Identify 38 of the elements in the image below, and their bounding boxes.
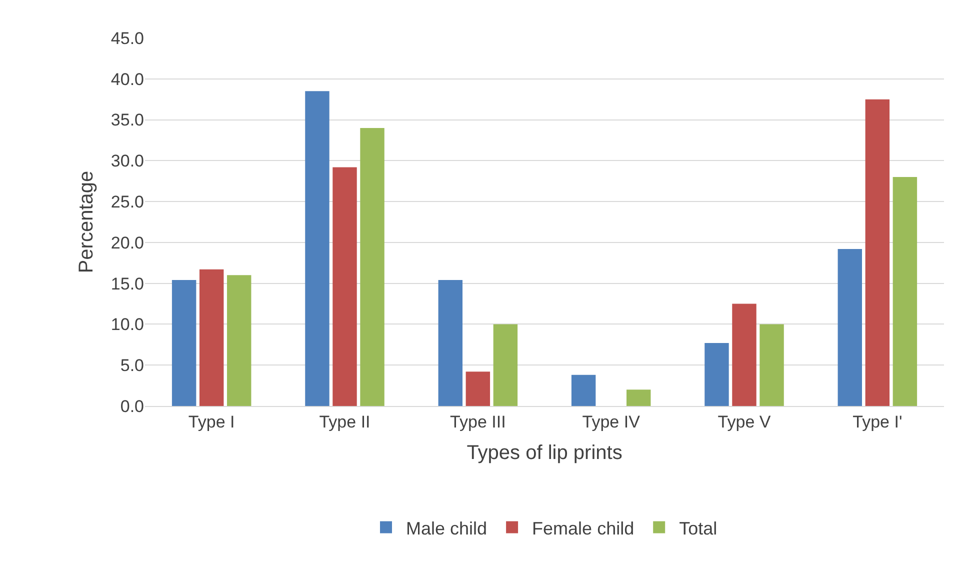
x-tick-label: Type I' (852, 412, 902, 432)
bar (227, 275, 252, 406)
bar (865, 99, 890, 406)
y-tick-label: 30.0 (110, 152, 144, 171)
y-tick-label: 0.0 (120, 396, 144, 416)
x-tick-label: Type II (319, 412, 370, 432)
bar (466, 372, 490, 406)
x-tick-label: Type V (718, 412, 772, 432)
bar (360, 128, 384, 406)
bar (732, 304, 756, 406)
x-tick-label: Type III (450, 412, 506, 432)
y-tick-label: 25.0 (110, 192, 144, 212)
y-tick-label: 40.0 (110, 70, 144, 89)
bar (172, 280, 196, 406)
legend-label: Female child (532, 518, 634, 538)
y-tick-label: 5.0 (120, 356, 144, 376)
legend-label: Male child (406, 518, 488, 538)
y-tick-label: 35.0 (110, 110, 144, 130)
x-tick-label: Type IV (582, 412, 641, 432)
bar (199, 269, 224, 406)
legend-label: Total (679, 518, 718, 538)
y-tick-label: 45.0 (110, 28, 144, 48)
y-axis-title: Percentage (75, 170, 98, 274)
y-tick-label: 10.0 (110, 315, 144, 334)
x-axis-title: Types of lip prints (466, 442, 622, 464)
bar (493, 324, 518, 406)
bar (571, 374, 596, 406)
bar (626, 390, 651, 406)
y-tick-label: 20.0 (110, 233, 144, 252)
bar (305, 91, 330, 406)
bar (332, 167, 357, 406)
bar (892, 177, 918, 406)
bar (838, 248, 862, 406)
x-tick-label: Type I (188, 412, 235, 432)
bar (704, 343, 729, 406)
bar (438, 280, 462, 406)
bar (760, 324, 784, 406)
y-tick-label: 15.0 (110, 274, 144, 294)
